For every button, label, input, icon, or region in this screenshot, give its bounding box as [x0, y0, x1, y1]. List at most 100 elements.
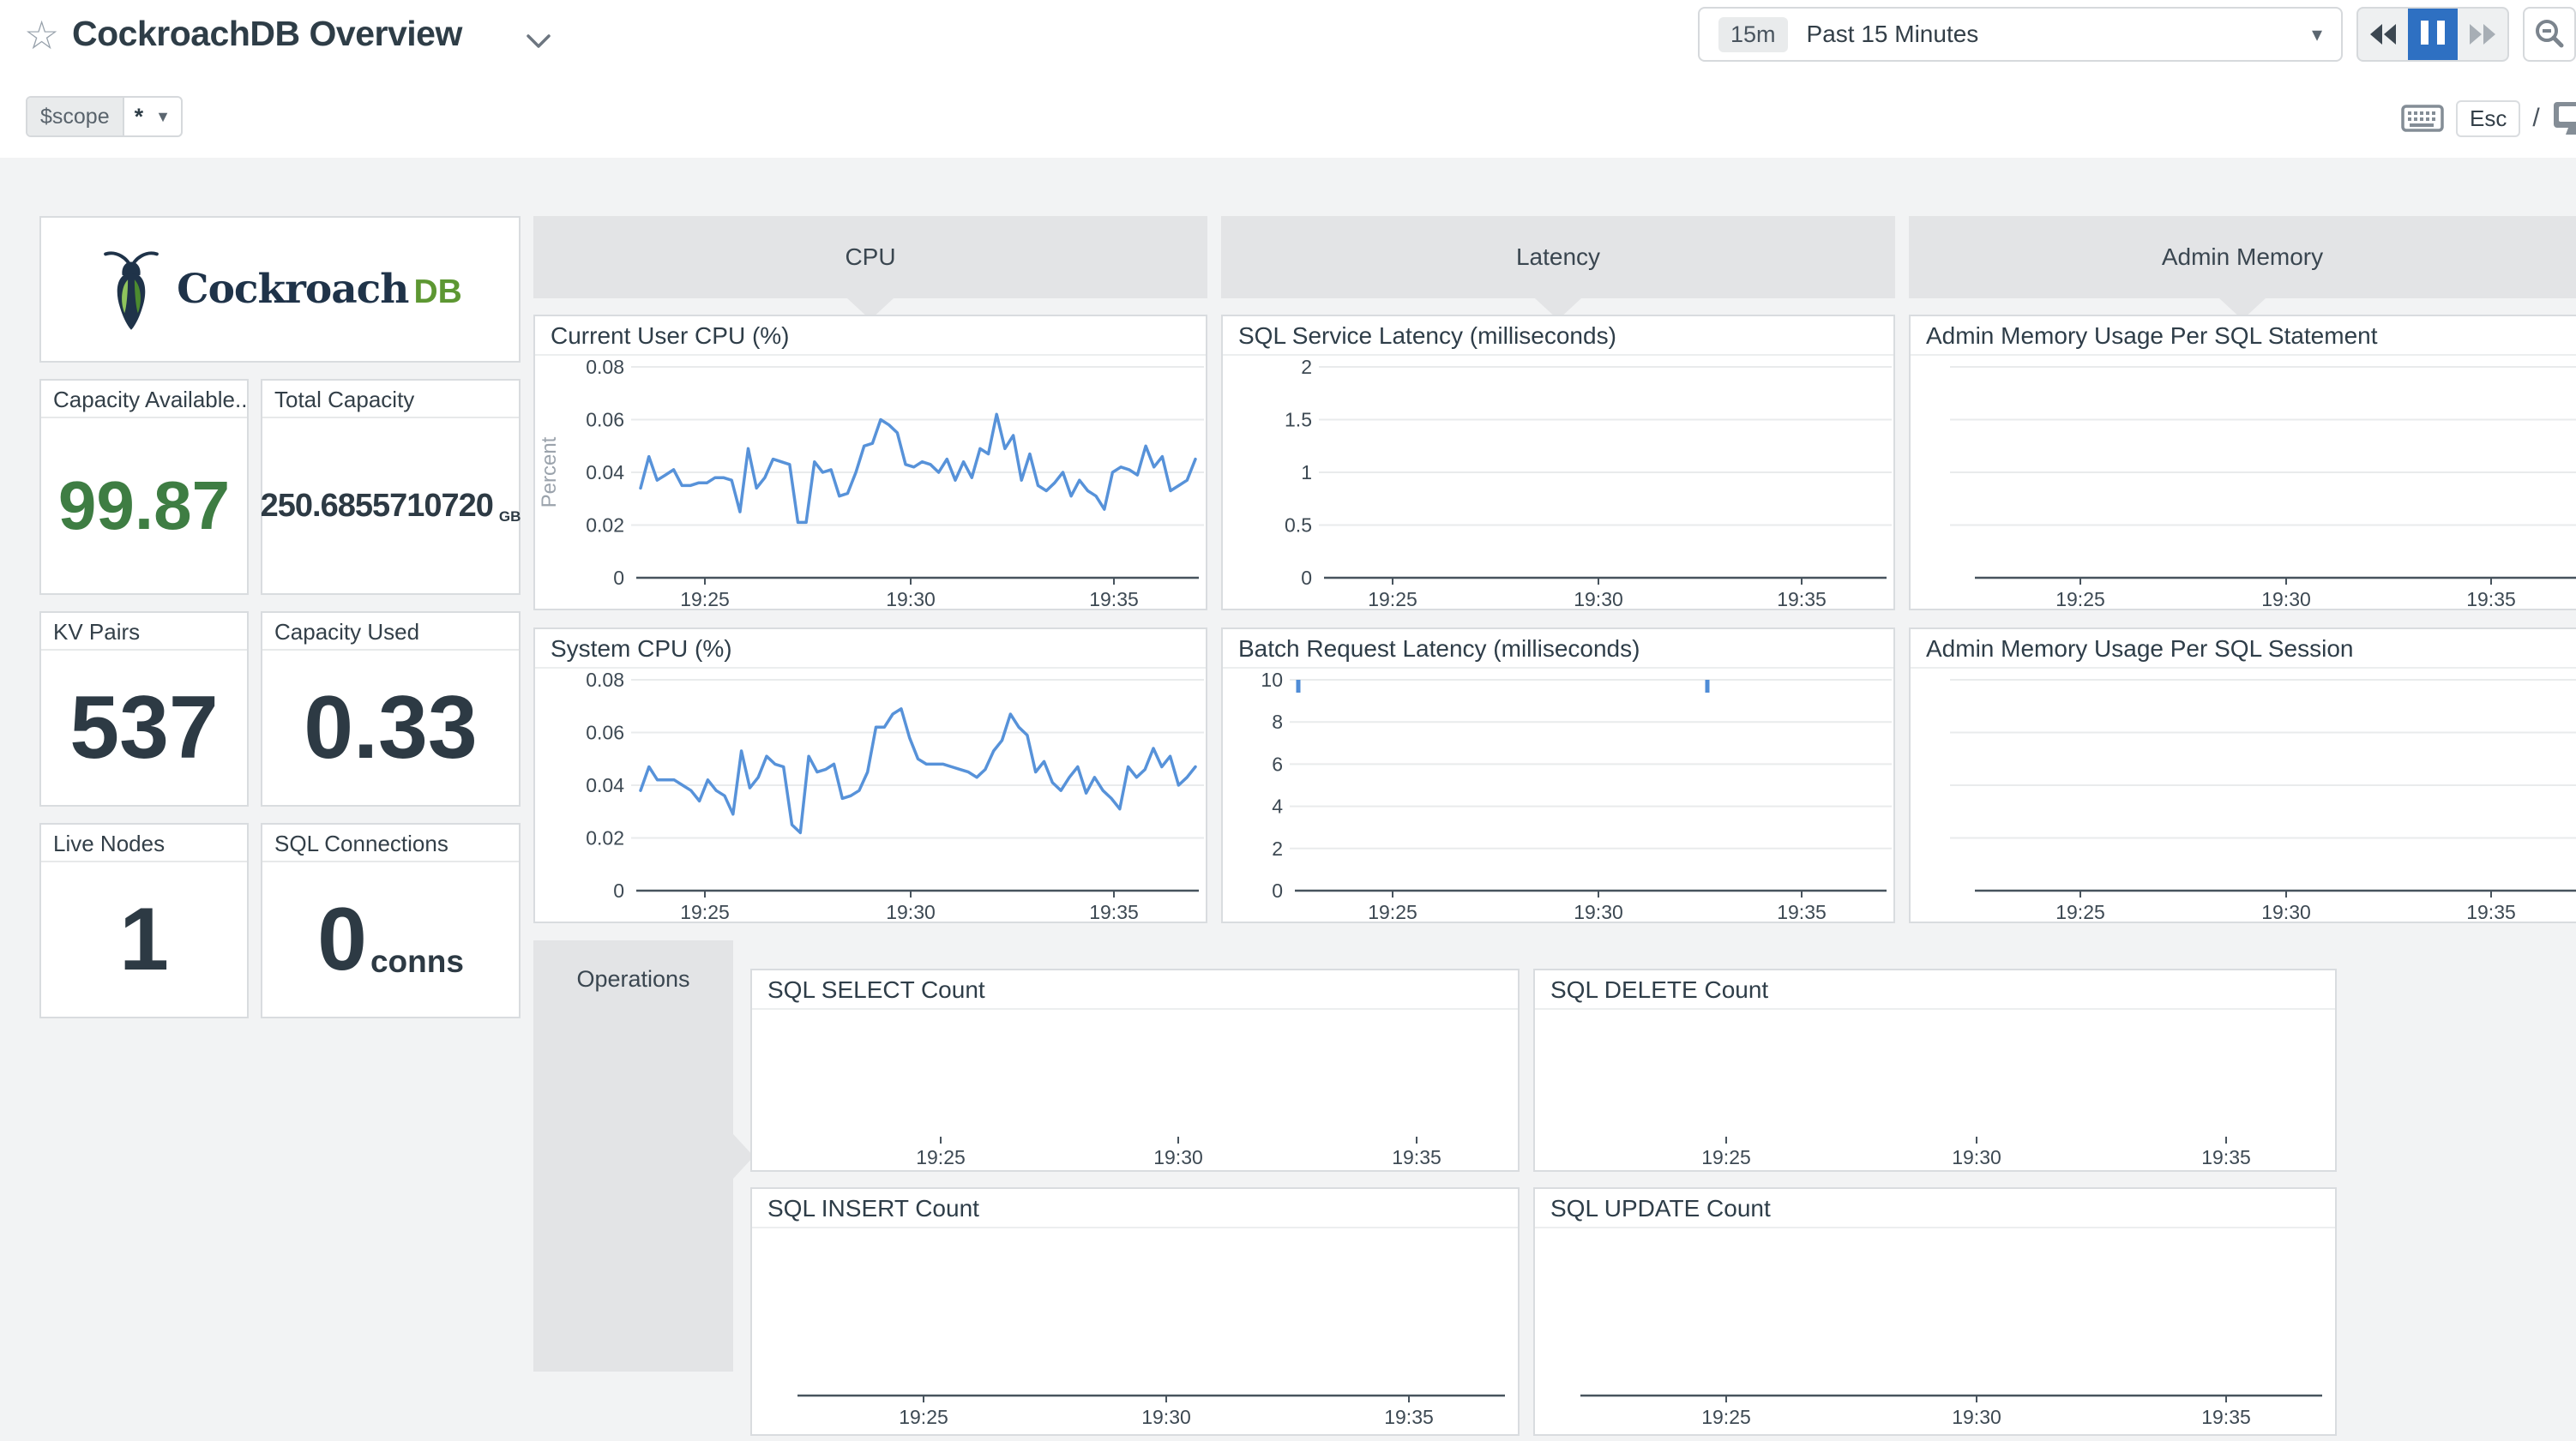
svg-text:0.02: 0.02 — [586, 514, 624, 537]
stat-title: Live Nodes — [41, 825, 247, 862]
chart-sql-insert-count[interactable]: 19:25 19:30 19:35 — [752, 1228, 1518, 1434]
chart-title: SQL INSERT Count — [752, 1189, 1518, 1228]
chart-sql-update-count[interactable]: 19:25 19:30 19:35 — [1535, 1228, 2335, 1434]
time-range-caret-icon: ▾ — [2311, 22, 2322, 46]
rewind-button[interactable] — [2358, 9, 2408, 60]
chart-admin-memory-statement[interactable]: 19:25 19:30 19:35 — [1911, 356, 2576, 609]
chart-title: SQL Service Latency (milliseconds) — [1223, 316, 1893, 356]
svg-text:4: 4 — [1272, 796, 1283, 818]
stat-value: 250.6855710720 — [260, 488, 494, 524]
chart-batch-request-latency[interactable]: 10 8 6 4 2 0 19:25 19:30 19:35 — [1223, 669, 1893, 922]
magnifier-minus-icon — [2536, 20, 2564, 48]
template-variable-scope[interactable]: $scope * ▼ — [26, 96, 183, 137]
stat-title: Capacity Available... — [41, 381, 247, 418]
svg-text:19:25: 19:25 — [1701, 1406, 1751, 1428]
svg-text:1: 1 — [1301, 461, 1312, 483]
svg-text:0.08: 0.08 — [586, 669, 624, 691]
svg-text:19:25: 19:25 — [680, 901, 730, 922]
chart-title: Current User CPU (%) — [535, 316, 1206, 356]
stat-value: 99.87 — [57, 467, 231, 543]
svg-text:2: 2 — [1301, 356, 1312, 378]
svg-text:19:35: 19:35 — [1392, 1146, 1441, 1168]
svg-text:19:25: 19:25 — [1368, 901, 1417, 922]
zoom-out-button[interactable] — [2523, 7, 2576, 62]
svg-text:1.5: 1.5 — [1285, 409, 1312, 431]
group-header-operations[interactable]: Operations — [533, 940, 754, 1372]
svg-text:19:30: 19:30 — [886, 588, 936, 609]
scope-value: * — [134, 103, 144, 129]
playback-controls — [2356, 7, 2509, 62]
chart-title: Admin Memory Usage Per SQL Statement — [1911, 316, 2576, 356]
svg-text:Percent: Percent — [538, 436, 561, 507]
svg-text:19:30: 19:30 — [1952, 1406, 2001, 1428]
stat-card-total-capacity: Total Capacity 250.6855710720 GB — [261, 379, 521, 595]
svg-text:19:30: 19:30 — [1153, 1146, 1203, 1168]
scope-caret-icon: ▼ — [155, 107, 171, 125]
fast-forward-button[interactable] — [2458, 9, 2507, 60]
svg-text:19:25: 19:25 — [2055, 588, 2105, 609]
chart-admin-memory-session[interactable]: 19:25 19:30 19:35 — [1911, 669, 2576, 922]
stat-title: Total Capacity — [262, 381, 519, 418]
svg-text:19:35: 19:35 — [2466, 901, 2516, 922]
scope-key-label: $scope — [27, 98, 124, 135]
chart-sql-service-latency[interactable]: 2 1.5 1 0.5 0 19:25 19:30 19:35 — [1223, 356, 1893, 609]
title-chevron-down-icon[interactable] — [525, 33, 552, 54]
chart-current-user-cpu[interactable]: 0.08 0.06 0.04 0.02 0 19:25 19:30 19:35 Percent — [535, 356, 1206, 609]
svg-text:0.5: 0.5 — [1285, 514, 1312, 537]
chart-sql-delete-count[interactable]: 19:25 19:30 19:35 — [1535, 1010, 2335, 1170]
panel-sql-service-latency: SQL Service Latency (milliseconds) 2 1.5 1… — [1221, 315, 1895, 610]
svg-text:8: 8 — [1272, 711, 1283, 733]
logo-wordmark: Cockroach — [177, 266, 409, 313]
chart-title: SQL DELETE Count — [1535, 970, 2335, 1010]
chart-system-cpu[interactable]: 0.08 0.06 0.04 0.02 0 19:25 19:30 19:35 — [535, 669, 1206, 922]
svg-text:0.04: 0.04 — [586, 461, 624, 483]
svg-text:19:35: 19:35 — [1777, 588, 1827, 609]
svg-text:19:25: 19:25 — [1368, 588, 1417, 609]
stat-unit: GB — [498, 508, 521, 525]
stat-value: 1 — [119, 890, 169, 989]
svg-text:19:35: 19:35 — [1089, 588, 1139, 609]
svg-text:19:30: 19:30 — [1141, 1406, 1191, 1428]
svg-text:19:25: 19:25 — [1701, 1146, 1751, 1168]
svg-text:0.04: 0.04 — [586, 774, 624, 796]
svg-text:19:35: 19:35 — [1777, 901, 1827, 922]
panel-system-cpu: System CPU (%) 0.08 0.06 0.04 0.02 0 19:25 19:… — [533, 627, 1207, 923]
panel-sql-update-count: SQL UPDATE Count 19:25 19:30 19:35 — [1533, 1187, 2337, 1436]
stat-value: 0.33 — [304, 678, 478, 778]
panel-admin-memory-statement: Admin Memory Usage Per SQL Statement 19:… — [1909, 315, 2576, 610]
svg-text:19:35: 19:35 — [2201, 1406, 2251, 1428]
cockroach-bug-icon — [104, 251, 159, 330]
svg-text:19:30: 19:30 — [1952, 1146, 2001, 1168]
svg-text:19:30: 19:30 — [1574, 588, 1623, 609]
group-header-cpu[interactable]: CPU — [533, 216, 1207, 320]
svg-text:0.06: 0.06 — [586, 409, 624, 431]
scope-value-dropdown[interactable]: * ▼ — [124, 98, 181, 135]
svg-text:19:35: 19:35 — [2201, 1146, 2251, 1168]
svg-text:19:25: 19:25 — [2055, 901, 2105, 922]
favorite-star-icon[interactable]: ☆ — [24, 13, 60, 57]
svg-text:2: 2 — [1272, 838, 1283, 860]
chart-sql-select-count[interactable]: 19:25 19:30 19:35 — [752, 1010, 1518, 1170]
svg-text:19:35: 19:35 — [1089, 901, 1139, 922]
tv-mode-icon[interactable] — [2552, 100, 2576, 136]
stat-title: Capacity Used — [262, 613, 519, 651]
svg-text:6: 6 — [1272, 753, 1283, 775]
page-title: CockroachDB Overview — [72, 14, 462, 53]
group-header-latency[interactable]: Latency — [1221, 216, 1895, 320]
group-header-admin-memory[interactable]: Admin Memory — [1909, 216, 2576, 320]
keyboard-hints: Esc / — [2401, 96, 2576, 141]
svg-text:0: 0 — [1301, 567, 1312, 589]
pause-button[interactable] — [2408, 9, 2458, 60]
svg-text:0: 0 — [1272, 880, 1283, 902]
panel-batch-request-latency: Batch Request Latency (milliseconds) 10 8… — [1221, 627, 1895, 923]
time-range-selector[interactable]: 15m Past 15 Minutes ▾ — [1698, 7, 2343, 62]
chart-title: System CPU (%) — [535, 629, 1206, 669]
svg-text:0.08: 0.08 — [586, 356, 624, 378]
svg-text:19:30: 19:30 — [2261, 901, 2311, 922]
keyboard-icon[interactable] — [2401, 103, 2444, 134]
svg-text:19:30: 19:30 — [2261, 588, 2311, 609]
svg-text:19:25: 19:25 — [916, 1146, 966, 1168]
svg-text:0: 0 — [613, 567, 624, 589]
svg-text:19:35: 19:35 — [2466, 588, 2516, 609]
